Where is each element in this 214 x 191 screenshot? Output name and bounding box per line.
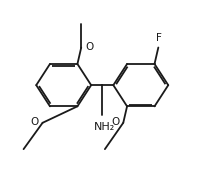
Text: NH₂: NH₂ — [94, 122, 115, 132]
Text: O: O — [111, 117, 119, 127]
Text: O: O — [85, 42, 93, 52]
Text: O: O — [31, 117, 39, 127]
Text: F: F — [156, 33, 162, 43]
